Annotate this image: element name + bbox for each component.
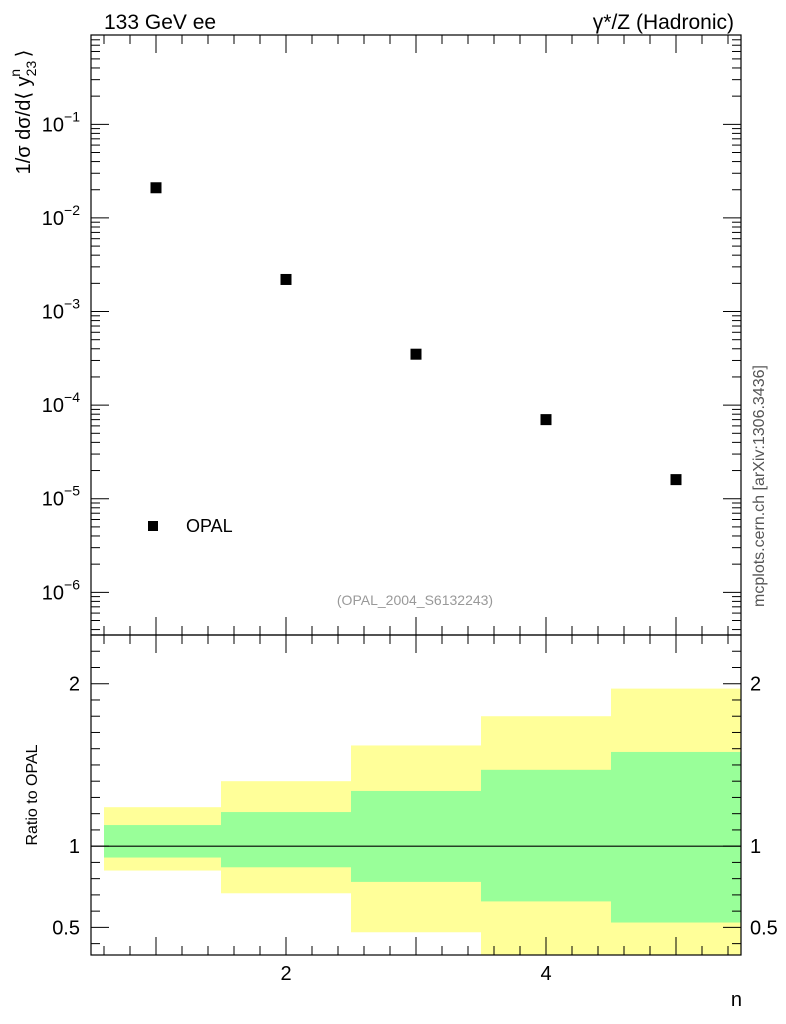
data-point-n1	[150, 182, 162, 194]
process-title: γ*/Z (Hadronic)	[593, 11, 734, 34]
legend-marker	[148, 521, 158, 531]
ratio-y-tick-label-left: 2	[69, 674, 80, 696]
energy-title: 133 GeV ee	[104, 11, 216, 34]
ratio-y-tick-label-left: 1	[69, 836, 80, 858]
main-y-tick-label: 10−5	[42, 483, 80, 511]
axis-ticks	[91, 34, 741, 955]
source-label: mcplots.cern.ch [arXiv:1306.3436]	[751, 365, 768, 607]
main-y-tick-label: 10−6	[42, 576, 80, 604]
opal-data-points	[150, 182, 682, 486]
data-point-n3	[410, 348, 422, 360]
ratio-y-tick-label-left: 0.5	[52, 917, 80, 939]
legend-entry-opal: OPAL	[186, 516, 233, 536]
main-y-tick-label: 10−1	[42, 108, 80, 136]
svg-text:1/σ dσ/d⟨ y23n ⟩: 1/σ dσ/d⟨ y23n ⟩	[7, 50, 39, 175]
main-y-tick-label: 10−4	[42, 389, 80, 417]
main-ylabel: 1/σ dσ/d⟨ y23n ⟩	[7, 50, 39, 175]
ratio-inner-band-3	[351, 790, 481, 882]
ratio-ylabel: Ratio to OPAL	[24, 744, 41, 845]
analysis-tag: (OPAL_2004_S6132243)	[337, 592, 493, 608]
main-ylabel-text: 1/σ dσ/d⟨ y	[13, 76, 35, 174]
legend: OPAL	[148, 516, 233, 536]
ratio-inner-band-1	[104, 825, 221, 858]
x-tick-label: 2	[280, 963, 291, 985]
ratio-bands	[104, 688, 741, 955]
x-tick-label: 4	[540, 963, 551, 985]
x-axis-label: n	[731, 989, 742, 1011]
main-y-tick-labels: 10−6 10−5 10−4 10−3 10−2 10−1	[42, 108, 80, 604]
ratio-y-tick-label-right: 2	[750, 674, 761, 696]
main-y-tick-label: 10−2	[42, 202, 80, 230]
data-point-n2	[280, 273, 292, 285]
ratio-y-tick-label-right: 0.5	[750, 917, 778, 939]
main-panel-frame	[90, 34, 742, 636]
ratio-inner-band-4	[481, 769, 611, 902]
ratio-inner-band-2	[221, 812, 351, 868]
ratio-y-tick-label-right: 1	[750, 836, 761, 858]
main-y-tick-label: 10−3	[42, 296, 80, 324]
ratio-y-tick-labels: 0.5 0.5 1 1 2 2	[52, 674, 778, 940]
data-point-n4	[540, 414, 552, 426]
ratio-inner-band-5	[611, 751, 741, 923]
data-point-n5	[670, 474, 682, 486]
